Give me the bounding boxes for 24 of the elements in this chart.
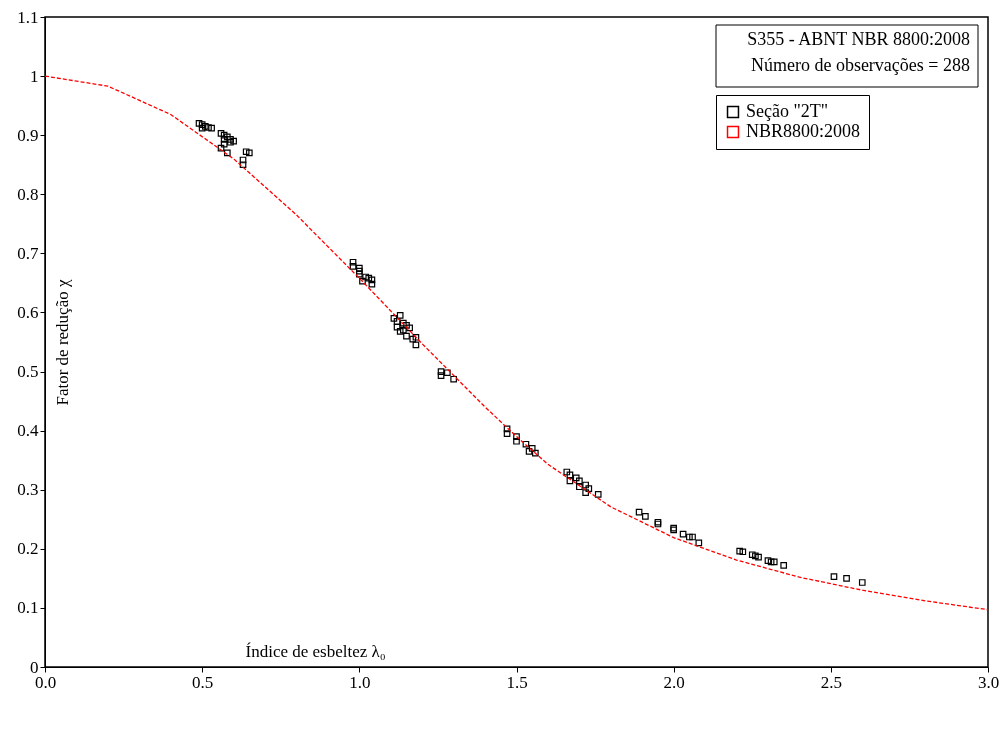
x-axis-title: Índice de esbeltez λ₀	[245, 641, 386, 661]
legend-label: NBR8800:2008	[746, 121, 861, 141]
x-tick-label: 1.5	[506, 672, 528, 692]
y-tick-label: 0.1	[17, 598, 39, 618]
y-tick-label: 0.6	[17, 302, 39, 322]
y-tick-label: 0.4	[17, 421, 39, 441]
y-tick-label: 0.8	[17, 184, 39, 204]
x-tick-label: 2.5	[820, 672, 842, 692]
x-tick-label: 2.0	[663, 672, 685, 692]
y-tick-label: 0.9	[17, 125, 39, 145]
x-tick-label: 1.0	[349, 672, 371, 692]
annotation: S355 - ABNT NBR 8800:2008	[747, 29, 970, 49]
x-tick-label: 3.0	[977, 672, 1000, 692]
y-tick-label: 1	[30, 66, 39, 86]
y-tick-label: 0.5	[17, 362, 39, 382]
y-axis-title: Fator de redução χ	[52, 279, 72, 406]
y-tick-label: 0.7	[17, 243, 39, 263]
annotation: Número de observações = 288	[750, 55, 970, 75]
y-tick-label: 0.3	[17, 480, 39, 500]
y-tick-label: 0.2	[17, 539, 39, 559]
line-series	[44, 75, 989, 611]
legend-label: Seção "2T"	[746, 101, 829, 121]
x-tick-label: 0.5	[192, 672, 214, 692]
y-tick-label: 1.1	[17, 7, 39, 27]
